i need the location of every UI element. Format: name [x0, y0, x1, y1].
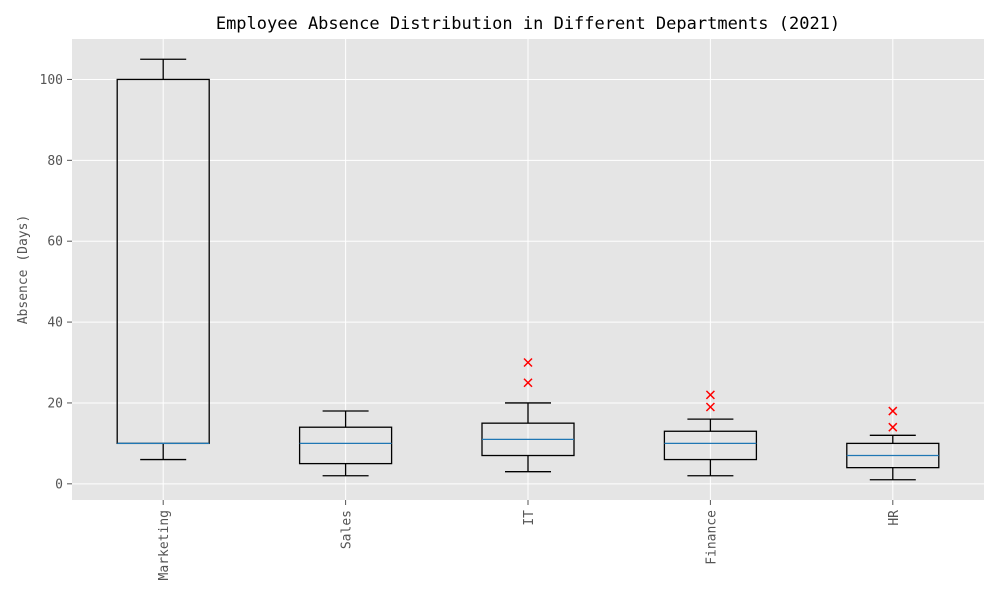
x-tick-label: IT: [522, 510, 537, 526]
outlier-point: [705, 402, 715, 412]
box-body: [298, 426, 393, 465]
y-tick-label: 40: [47, 316, 63, 331]
outlier-stroke: [523, 357, 533, 368]
outlier-point: [523, 357, 533, 368]
y-tick-label: 0: [55, 477, 63, 492]
outlier-point: [888, 422, 898, 432]
outlier-stroke: [705, 402, 715, 412]
y-axis-ticks: 0 20 40 60 80 100: [40, 73, 72, 492]
y-tick-label: 60: [47, 235, 63, 250]
x-tick-label: HR: [887, 510, 902, 526]
x-tick-label: Marketing: [157, 510, 172, 580]
y-tick-label: 80: [47, 154, 63, 169]
outlier-stroke: [705, 390, 715, 400]
x-tick-label: Sales: [340, 510, 355, 549]
boxes: [116, 58, 940, 481]
x-tick-label: Finance: [704, 510, 719, 565]
box-body: [663, 430, 758, 461]
box-sales: [298, 410, 393, 477]
box-finance: [663, 390, 758, 477]
outlier-point: [523, 378, 533, 388]
y-tick-label: 100: [40, 73, 63, 88]
outlier-point: [705, 390, 715, 400]
box-marketing: [116, 58, 210, 461]
box-hr: [846, 406, 940, 481]
chart-title: Employee Absence Distribution in Differe…: [216, 14, 840, 34]
box-it: [481, 357, 575, 473]
y-tick-label: 20: [47, 396, 63, 411]
y-axis-label: Absence (Days): [16, 215, 31, 325]
x-axis-ticks: Marketing Sales IT Finance HR: [157, 500, 902, 580]
outlier-stroke: [523, 378, 533, 388]
outlier-stroke: [888, 422, 898, 432]
outlier-point: [888, 406, 898, 416]
outlier-stroke: [888, 406, 898, 416]
